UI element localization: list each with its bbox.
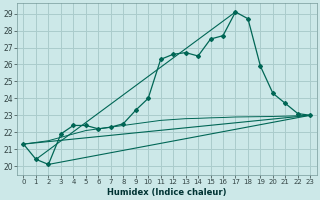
X-axis label: Humidex (Indice chaleur): Humidex (Indice chaleur) xyxy=(107,188,227,197)
